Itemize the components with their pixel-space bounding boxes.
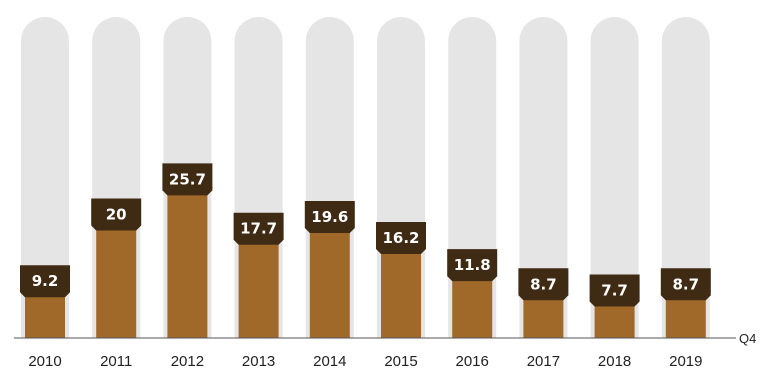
data-label-text: 17.7 (240, 220, 277, 238)
x-tick-label: 2012 (171, 353, 204, 370)
x-tick-label: 2017 (527, 353, 560, 370)
data-label-text: 19.6 (311, 208, 348, 226)
data-label: 19.6 (304, 201, 355, 234)
bar (167, 179, 208, 338)
x-tick-label: 2015 (384, 353, 417, 370)
data-label-text: 8.7 (530, 275, 557, 293)
x-tick-label: 2018 (598, 353, 631, 370)
bar (238, 228, 279, 338)
bar-track (21, 17, 69, 338)
data-label-box (660, 268, 711, 301)
bar (309, 217, 350, 338)
x-tick-label: 2016 (456, 353, 489, 370)
bar (381, 237, 421, 338)
bar (96, 214, 137, 338)
x-tick-label: 2010 (28, 353, 61, 370)
data-label: 7.7 (589, 274, 640, 307)
data-label: 17.7 (233, 212, 284, 245)
data-label: 8.7 (660, 268, 711, 301)
data-label: 20 (91, 198, 142, 231)
data-label-box (20, 265, 70, 298)
data-label-text: 20 (106, 206, 127, 224)
x-tick-label: 2019 (669, 353, 702, 370)
data-label-box (162, 163, 213, 196)
data-label-box (304, 201, 355, 234)
data-label: 8.7 (518, 268, 569, 301)
data-label-text: 9.2 (32, 272, 59, 290)
data-label-box (376, 221, 426, 254)
data-label-box (233, 212, 284, 245)
data-label: 9.2 (20, 265, 70, 298)
x-tick-label: 2011 (100, 353, 132, 370)
data-label-text: 7.7 (601, 281, 628, 299)
bar-track (519, 17, 568, 338)
x-tick-labels: 2010 2011 2012 2013 2014 2015 2016 2017 2018 2019 (28, 353, 702, 370)
data-label: 16.2 (376, 221, 426, 254)
data-label-box (447, 249, 498, 282)
data-label-box (589, 274, 640, 307)
axis-end-label: Q4 (739, 331, 756, 346)
data-label: 11.8 (447, 249, 498, 282)
x-tick-label: 2013 (242, 353, 275, 370)
x-tick-label: 2014 (313, 353, 346, 370)
data-label-text: 25.7 (169, 170, 206, 188)
data-label-text: 8.7 (673, 275, 700, 293)
data-label-box (518, 268, 569, 301)
value-labels: 9.2 20 25.7 17.7 19.6 16.2 11.8 8.7 7.7 8.7 (20, 163, 711, 307)
data-label: 25.7 (162, 163, 213, 196)
bar-track (661, 17, 710, 338)
bar-track (590, 17, 639, 338)
data-label-text: 11.8 (454, 256, 491, 274)
data-label-text: 16.2 (382, 229, 419, 247)
data-label-box (91, 198, 142, 231)
